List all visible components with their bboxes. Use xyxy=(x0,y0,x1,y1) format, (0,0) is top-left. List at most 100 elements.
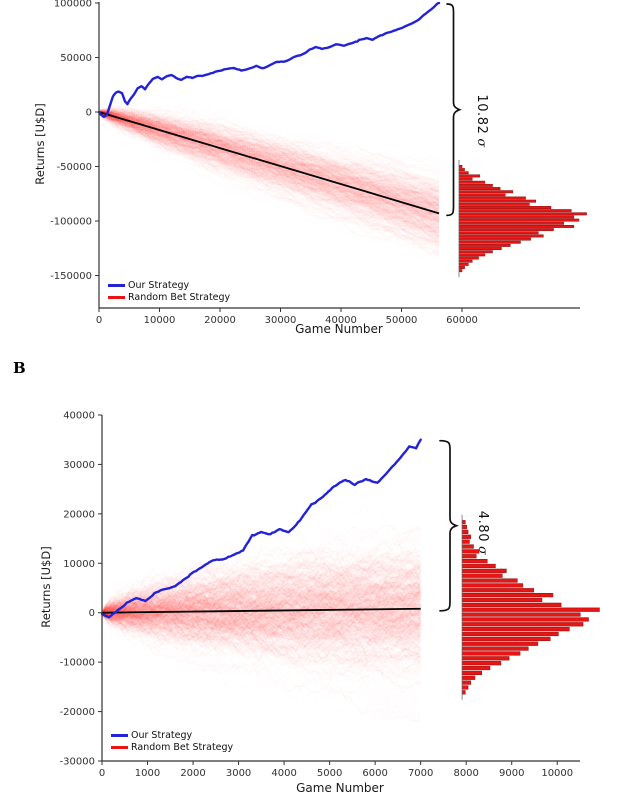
sigma-value-a: 10.82 xyxy=(474,94,489,135)
histogram-bar xyxy=(462,544,474,549)
x-tick-label: 10000 xyxy=(144,315,176,326)
histogram-bar xyxy=(459,256,479,260)
x-tick-label: 2000 xyxy=(180,768,205,779)
legend-line-blue xyxy=(111,734,128,737)
histogram-bar xyxy=(459,193,506,197)
histogram-bar xyxy=(462,641,539,646)
legend-label: Our Strategy xyxy=(131,730,193,741)
sigma-brace xyxy=(446,3,462,217)
histogram-bar xyxy=(459,253,486,257)
histogram-bar xyxy=(459,177,473,181)
histogram-bar xyxy=(462,685,469,690)
y-tick-label: 30000 xyxy=(63,460,95,471)
legend-line-red xyxy=(108,296,125,299)
histogram-bar xyxy=(459,225,575,228)
histogram-bar xyxy=(459,247,502,251)
y-tick-label: 10000 xyxy=(63,559,95,570)
y-tick-label: -50000 xyxy=(57,162,92,173)
x-axis-label-a: Game Number xyxy=(295,322,383,336)
panel-a-plot: 0 10000 20000 30000 40000 50000 60000 100000 500… xyxy=(50,0,587,326)
histogram-bar xyxy=(459,209,572,213)
random-mean-line xyxy=(101,607,421,614)
histogram-bar xyxy=(459,250,493,254)
histogram-bar xyxy=(459,174,481,178)
histogram-bar xyxy=(462,617,589,622)
histogram-bar xyxy=(462,568,507,573)
legend-label: Our Strategy xyxy=(128,280,190,291)
x-tick-label: 5000 xyxy=(317,768,342,779)
x-tick-label: 9000 xyxy=(499,768,524,779)
histogram-bar xyxy=(462,534,472,539)
histogram-bar xyxy=(462,661,502,666)
histogram-bar xyxy=(462,631,559,637)
histogram-bar xyxy=(462,520,466,525)
histogram-bar xyxy=(462,670,483,675)
histogram-bar xyxy=(462,636,551,641)
histogram-bar xyxy=(462,524,467,530)
histogram-bar xyxy=(462,690,466,695)
y-tick-label: -20000 xyxy=(60,707,95,718)
histogram-bar xyxy=(462,597,543,603)
histogram-bar xyxy=(459,237,531,241)
histogram-bar xyxy=(459,215,575,219)
histogram-bar xyxy=(459,243,511,247)
histogram-bar xyxy=(462,559,488,564)
panel-label-b: B xyxy=(13,359,26,377)
x-tick-label: 4000 xyxy=(271,768,296,779)
legend-label: Random Bet Strategy xyxy=(128,292,231,303)
y-tick-label: 100000 xyxy=(54,0,92,9)
y-axis-label-a: Returns [U$D] xyxy=(33,103,47,185)
axis-spines xyxy=(101,415,580,762)
histogram-bar xyxy=(462,554,477,559)
sigma-annotation-a: 10.82 σ xyxy=(474,94,490,147)
legend-label: Random Bet Strategy xyxy=(131,742,234,753)
histogram-bar xyxy=(459,164,463,168)
histogram-bar xyxy=(462,529,469,535)
histogram-bar xyxy=(459,266,465,269)
x-axis-label-b: Game Number xyxy=(296,781,384,795)
random-paths-canvas-a xyxy=(99,2,580,308)
y-tick-label: 50000 xyxy=(60,53,92,64)
histogram-bar xyxy=(459,231,539,235)
histogram-bar xyxy=(462,622,584,627)
panel-b-plot: 0 1000 2000 3000 4000 5000 6000 7000 8000 9000 100… xyxy=(60,411,600,779)
histogram-bar xyxy=(459,187,501,191)
histogram-bar xyxy=(459,202,530,206)
x-tick-label: 60000 xyxy=(446,315,478,326)
x-tick-label: 8000 xyxy=(453,768,478,779)
our-strategy-line xyxy=(100,438,422,619)
random-mean-line xyxy=(98,111,440,215)
histogram-bar xyxy=(462,656,510,661)
histogram-bar xyxy=(462,578,518,583)
x-tick-label: 50000 xyxy=(386,315,418,326)
histogram-bar xyxy=(459,234,544,238)
histogram-bar xyxy=(462,583,524,588)
histogram-bar xyxy=(462,602,562,607)
sigma-symbol-b: σ xyxy=(476,546,491,556)
histogram-bar xyxy=(462,646,529,651)
x-tick-label: 0 xyxy=(96,315,102,326)
y-tick-label: -150000 xyxy=(50,271,92,282)
histogram-bar xyxy=(459,168,465,172)
x-tick-label: 1000 xyxy=(135,768,160,779)
histogram-bar xyxy=(459,221,564,225)
legend-line-red xyxy=(111,746,128,749)
histogram-bar xyxy=(462,612,581,617)
histogram-bar xyxy=(459,196,526,200)
random-paths-canvas-b xyxy=(102,415,580,761)
y-tick-label: -30000 xyxy=(60,757,95,768)
y-tick-label: 20000 xyxy=(63,509,95,520)
x-tick-label: 6000 xyxy=(362,768,387,779)
legend-item-our-strategy: Our Strategy xyxy=(108,280,230,291)
histogram-bar xyxy=(462,549,480,554)
histogram-bar xyxy=(462,607,600,612)
histogram-bar xyxy=(459,190,514,194)
histogram-bar xyxy=(459,240,521,244)
histogram-bar xyxy=(462,593,554,598)
legend-item-random-bet: Random Bet Strategy xyxy=(108,292,230,303)
histogram-bar xyxy=(459,206,552,209)
x-tick-label: 10000 xyxy=(541,768,573,779)
histogram-bar xyxy=(459,212,587,216)
histogram-bar xyxy=(462,665,491,671)
